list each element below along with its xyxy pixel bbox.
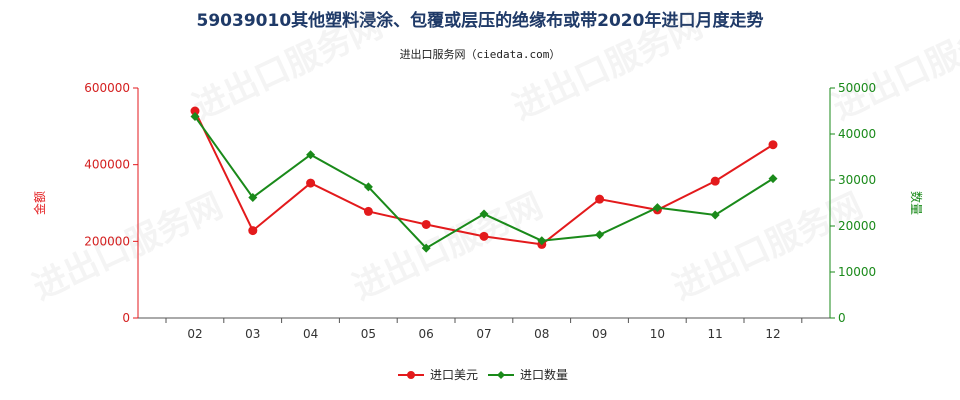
watermark-text: 进出口服务网 bbox=[667, 186, 869, 308]
right-axis-title: 数量 bbox=[909, 191, 924, 215]
axes: 0 200000 400000 600000 0 10000 20000 30000 40000… bbox=[32, 81, 924, 341]
series-2-point bbox=[306, 150, 316, 160]
series-1-point bbox=[421, 219, 431, 229]
legend-label-1: 进口美元 bbox=[430, 368, 478, 382]
series-2-point bbox=[421, 243, 431, 253]
right-tick-label: 40000 bbox=[838, 127, 876, 141]
left-tick-label: 200000 bbox=[84, 234, 130, 248]
x-tick-label: 06 bbox=[419, 327, 434, 341]
series-1-point bbox=[595, 194, 605, 204]
x-tick-label: 12 bbox=[765, 327, 780, 341]
x-tick-label: 03 bbox=[245, 327, 260, 341]
x-tick-label: 05 bbox=[361, 327, 376, 341]
series-2-point bbox=[479, 209, 489, 219]
watermark-text: 进出口服务网 bbox=[187, 6, 389, 128]
left-tick-label: 600000 bbox=[84, 81, 130, 95]
right-tick-label: 30000 bbox=[838, 173, 876, 187]
x-tick-label: 11 bbox=[708, 327, 723, 341]
legend-label-2: 进口数量 bbox=[520, 367, 568, 382]
legend: 进口美元 进口数量 bbox=[398, 367, 568, 382]
legend-marker bbox=[497, 371, 505, 379]
x-tick-label: 02 bbox=[187, 327, 202, 341]
series-1-point bbox=[363, 206, 373, 216]
series-2-point bbox=[190, 112, 200, 122]
series-2-point bbox=[710, 210, 720, 220]
right-tick-label: 10000 bbox=[838, 265, 876, 279]
x-tick-label: 04 bbox=[303, 327, 318, 341]
right-tick-label: 20000 bbox=[838, 219, 876, 233]
series-1-point bbox=[710, 176, 720, 186]
right-tick-label: 50000 bbox=[838, 81, 876, 95]
x-tick-label: 08 bbox=[534, 327, 549, 341]
x-tick-label: 10 bbox=[650, 327, 665, 341]
series-2-point bbox=[595, 230, 605, 240]
series-1-point bbox=[768, 140, 778, 150]
left-tick-label: 400000 bbox=[84, 158, 130, 172]
legend-marker bbox=[407, 371, 415, 379]
watermark-text: 进出口服务网 bbox=[827, 6, 960, 128]
left-tick-label: 0 bbox=[122, 311, 130, 325]
chart-subtitle: 进出口服务网（ciedata.com） bbox=[399, 48, 561, 61]
watermark-text: 进出口服务网 bbox=[347, 186, 549, 308]
series-1-point bbox=[306, 178, 316, 188]
series-2-point bbox=[768, 174, 778, 184]
right-tick-label: 0 bbox=[838, 311, 846, 325]
series-layer bbox=[190, 106, 778, 253]
series-1-point bbox=[248, 226, 258, 236]
chart-title: 59039010其他塑料浸涂、包覆或层压的绝缘布或带2020年进口月度走势 bbox=[196, 11, 764, 31]
series-1-point bbox=[190, 106, 200, 116]
series-2-point bbox=[537, 236, 547, 246]
left-axis-title: 金额 bbox=[32, 191, 47, 215]
series-2-point bbox=[363, 182, 373, 192]
series-2-point bbox=[248, 192, 258, 202]
series-1-point bbox=[479, 231, 489, 241]
x-tick-label: 09 bbox=[592, 327, 607, 341]
x-tick-label: 07 bbox=[476, 327, 491, 341]
series-2-point bbox=[652, 203, 662, 213]
watermark-text: 进出口服务网 bbox=[507, 6, 709, 128]
